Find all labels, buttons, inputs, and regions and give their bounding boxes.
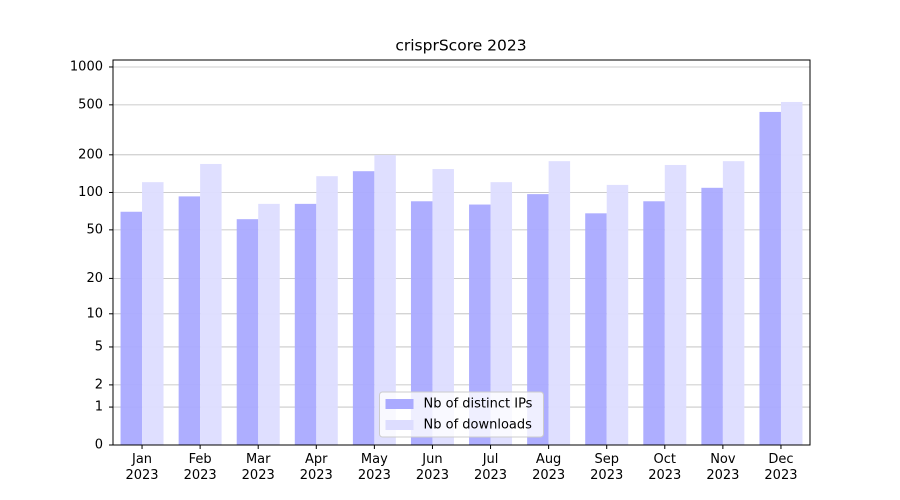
bar: [701, 187, 723, 446]
x-tick-label: Mar 2023: [241, 452, 275, 483]
y-tick-label: 1000: [70, 59, 103, 74]
bar: [352, 171, 375, 445]
y-tick-label: 50: [86, 222, 103, 237]
y-tick-label: 200: [78, 147, 103, 162]
bar: [236, 219, 259, 445]
bar: [142, 182, 164, 445]
legend-box: [379, 391, 544, 438]
x-tick-label: Jul 2023: [473, 452, 508, 483]
bar: [200, 163, 222, 445]
x-tick-label: Nov 2023: [706, 452, 740, 483]
bar: [410, 201, 433, 445]
bar: [178, 196, 201, 445]
grid: [113, 66, 810, 446]
x-tick-label: May 2023: [357, 452, 391, 483]
y-tick-label: 0: [95, 438, 103, 453]
bars: [120, 101, 803, 446]
bar: [258, 203, 280, 445]
plot-frame: [112, 59, 811, 446]
x-tick-label: Dec 2023: [764, 452, 798, 483]
bar: [606, 184, 629, 445]
legend-label: Nb of downloads: [424, 418, 533, 433]
y-tick-label: 20: [86, 271, 103, 286]
y-tick-label: 500: [78, 97, 103, 112]
bar: [664, 164, 687, 446]
bar: [759, 111, 781, 445]
bar: [585, 213, 607, 445]
bar: [374, 155, 396, 445]
bar: [548, 161, 571, 445]
y-tick-label: 10: [86, 306, 103, 321]
bar: [120, 211, 143, 445]
bar: [316, 176, 338, 445]
legend-label: Nb of distinct IPs: [424, 397, 533, 412]
legend-swatch: [385, 420, 414, 430]
y-tick-label: 2: [95, 377, 103, 392]
x-tick-label: Aug 2023: [532, 452, 566, 483]
bar: [432, 169, 454, 445]
x-tick-label: Jan 2023: [125, 452, 159, 483]
chart-title: crisprScore 2023: [395, 37, 526, 55]
bar: [643, 201, 665, 445]
bar: [780, 101, 803, 445]
x-tick-label: Jun 2023: [415, 452, 449, 483]
bar: [469, 204, 491, 445]
y-tick-label: 100: [78, 185, 103, 200]
y-tick-label: 1: [95, 400, 103, 415]
bar: [527, 194, 549, 445]
bar: [294, 203, 317, 445]
x-tick-label: Feb 2023: [183, 452, 217, 483]
x-tick-label: Oct 2023: [648, 452, 682, 483]
bar: [722, 161, 745, 445]
x-tick-label: Apr 2023: [299, 452, 333, 483]
bar: [490, 182, 513, 445]
x-tick-label: Sep 2023: [590, 452, 624, 483]
y-tick-label: 5: [95, 339, 103, 354]
legend-swatch: [385, 399, 414, 409]
